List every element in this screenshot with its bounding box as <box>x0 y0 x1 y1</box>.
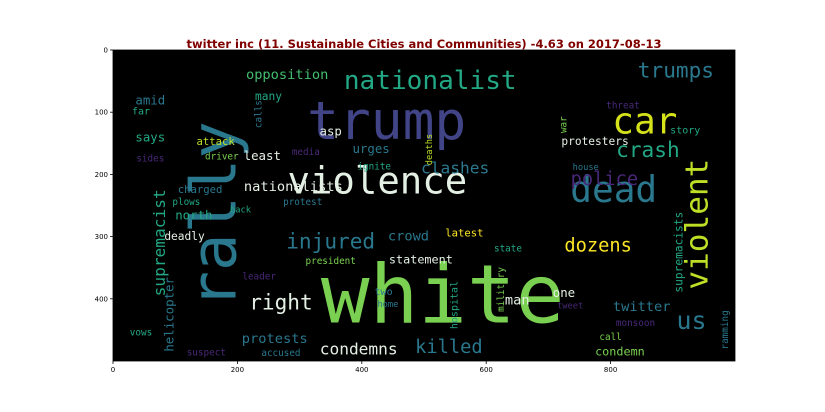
y-tick-label: 300 <box>95 233 108 241</box>
word-story: story <box>670 125 700 136</box>
x-tick-label: 600 <box>480 366 493 374</box>
word-call: call <box>599 332 621 343</box>
axis-ticks: 0 200 400 600 800 0 100 200 300 400 <box>95 47 618 375</box>
word-far: far <box>132 107 150 118</box>
word-many: many <box>255 90 282 103</box>
word-asp: asp <box>320 123 342 138</box>
word-opposition: opposition <box>246 67 328 83</box>
x-tick-label: 400 <box>355 366 368 374</box>
word-violence: violence <box>288 159 468 203</box>
word-protest: protest <box>283 197 322 208</box>
word-attack: attack <box>196 136 235 148</box>
word-protests: protests <box>242 331 308 347</box>
word-condemn: condemn <box>595 345 645 359</box>
word-hospital: hospital <box>450 281 461 329</box>
word-car: car <box>612 101 677 143</box>
word-man: man <box>505 293 530 309</box>
word-tweet: tweet <box>557 301 583 311</box>
word-amid: amid <box>135 92 165 107</box>
word-dozens: dozens <box>564 235 632 256</box>
y-tick-label: 200 <box>95 171 108 179</box>
word-ignite: ignite <box>357 161 391 172</box>
word-trump: trump <box>307 91 466 152</box>
chart-title: twitter inc (11. Sustainable Cities and … <box>186 37 662 51</box>
y-tick-label: 100 <box>95 109 108 117</box>
word-supremacist: supremacist <box>150 189 169 296</box>
word-sides: sides <box>136 153 164 164</box>
word-says: says <box>135 130 165 145</box>
word-protesters: protesters <box>561 135 628 148</box>
word-statement: statement <box>389 253 453 267</box>
word-two: two <box>375 287 393 298</box>
word-charged: charged <box>178 184 223 196</box>
word-threat: threat <box>606 100 640 111</box>
word-driver: driver <box>205 151 239 162</box>
word-rally: rally <box>177 121 250 308</box>
word-white: white <box>321 249 565 343</box>
word-war: war <box>558 116 569 133</box>
y-tick-label: 0 <box>104 47 108 55</box>
word-supremacists: supremacists <box>673 212 686 293</box>
word-police: police <box>571 169 639 190</box>
word-plows: plows <box>172 197 200 208</box>
word-nationalist: nationalist <box>344 66 517 96</box>
word-nationalists: nationalists <box>244 179 343 195</box>
word-monsoon: monsoon <box>616 318 655 329</box>
word-right: right <box>249 289 313 314</box>
word-vows: vows <box>130 328 152 339</box>
word-latest: latest <box>445 227 483 239</box>
word-calls: calls <box>254 100 265 128</box>
word-killed: killed <box>415 337 483 358</box>
word-military: military <box>496 267 507 312</box>
word-deadly: deadly <box>164 230 205 243</box>
word-one: one <box>553 285 575 300</box>
word-media: media <box>292 147 320 158</box>
word-leader: leader <box>242 272 276 283</box>
x-tick-label: 0 <box>111 366 115 374</box>
word-injured: injured <box>286 228 375 253</box>
word-urges: urges <box>352 141 389 156</box>
word-us: us <box>676 306 706 335</box>
word-suspect: suspect <box>187 347 226 358</box>
y-tick-label: 400 <box>95 295 108 303</box>
word-trumps: trumps <box>638 57 714 82</box>
word-clashes: clashes <box>421 159 489 178</box>
word-accused: accused <box>261 348 300 359</box>
word-president: president <box>306 256 356 267</box>
word-condemns: condemns <box>320 340 398 359</box>
word-state: state <box>494 244 522 255</box>
word-house: house <box>573 163 599 173</box>
x-tick-label: 200 <box>231 366 244 374</box>
word-least: least <box>244 148 281 163</box>
word-group: white trump rally violence nationalist dead ca… <box>130 57 731 359</box>
word-deaths: deaths <box>425 134 435 165</box>
word-back: back <box>230 205 252 215</box>
word-twitter: twitter <box>613 299 671 315</box>
x-tick-label: 800 <box>604 366 617 374</box>
word-home: home <box>377 300 398 310</box>
word-ramming: ramming <box>720 310 731 349</box>
word-crowd: crowd <box>388 229 429 245</box>
word-helicopter: helicopter <box>161 277 176 352</box>
word-violent: violent <box>680 159 716 290</box>
plot-area <box>112 49 736 362</box>
word-north: north <box>175 207 212 222</box>
word-crash: crash <box>616 137 680 162</box>
word-dead: dead <box>570 169 657 211</box>
